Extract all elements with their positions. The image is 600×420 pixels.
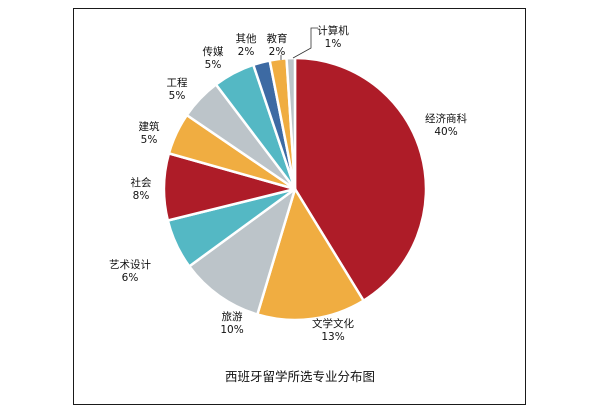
slice-category-label: 传媒 — [203, 45, 224, 58]
slice-value-label: 10% — [220, 324, 243, 336]
slice-value-label: 40% — [434, 126, 457, 138]
pie-slices — [162, 56, 428, 322]
slice-category-label: 计算机 — [317, 24, 349, 37]
slice-category-label: 旅游 — [222, 310, 243, 323]
slice-category-label: 艺术设计 — [109, 258, 151, 271]
pie-slice-3 — [188, 187, 297, 316]
pie-slice-11 — [285, 56, 297, 191]
slice-value-label: 8% — [133, 190, 150, 202]
slice-category-label: 工程 — [167, 77, 188, 89]
slice-value-label: 2% — [269, 46, 286, 58]
slice-labels: 经济商科40%文学文化13%旅游10%艺术设计6%社会8%建筑5%工程5%传媒5… — [109, 24, 467, 343]
slice-value-label: 1% — [325, 38, 342, 50]
slice-category-label: 经济商科 — [425, 112, 467, 125]
pie-slice-2 — [256, 187, 365, 322]
slice-value-label: 6% — [122, 272, 139, 284]
leader-line — [292, 27, 318, 59]
slice-value-label: 13% — [321, 331, 344, 343]
slice-value-label: 5% — [169, 90, 186, 102]
slice-category-label: 其他 — [236, 32, 257, 45]
slice-category-label: 建筑 — [139, 120, 160, 133]
slice-value-label: 5% — [141, 134, 158, 146]
leader-lines — [280, 27, 318, 60]
chart-title: 西班牙留学所选专业分布图 — [225, 369, 375, 384]
slice-value-label: 2% — [238, 46, 255, 58]
slice-category-label: 文学文化 — [312, 317, 354, 330]
slice-category-label: 教育 — [267, 32, 288, 45]
slice-value-label: 5% — [205, 59, 222, 71]
slice-category-label: 社会 — [131, 176, 152, 189]
